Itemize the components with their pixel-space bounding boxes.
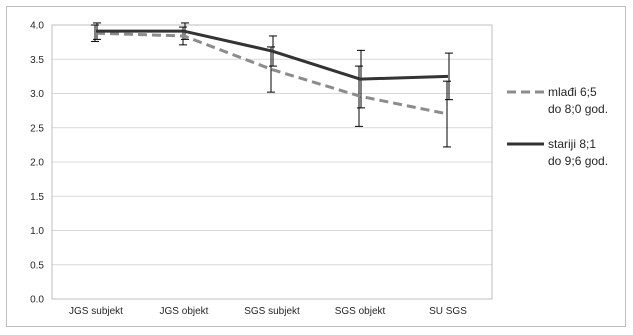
plot-area-border bbox=[51, 24, 493, 300]
x-tick-label-0: JGS subjekt bbox=[69, 306, 123, 317]
y-tick-label-1: 0.5 bbox=[30, 260, 44, 271]
series-lines bbox=[95, 29, 449, 116]
legend-label-younger-line1: mlađi 6;5 bbox=[548, 85, 597, 99]
y-tick-label-3: 1.5 bbox=[30, 192, 44, 203]
y-axis-ticks: 0.0 0.5 1.0 1.5 2.0 2.5 3.0 3.5 4.0 bbox=[30, 21, 44, 306]
series-line-0 bbox=[95, 31, 449, 116]
y-tick-label-5: 2.5 bbox=[30, 123, 44, 134]
y-tick-label-4: 2.0 bbox=[30, 158, 44, 169]
y-tick-label-8: 4.0 bbox=[30, 21, 44, 32]
legend-label-younger-line2: do 8;0 god. bbox=[548, 102, 608, 116]
legend: mlađi 6;5 do 8;0 god. stariji 8;1 do 9;6… bbox=[507, 85, 608, 168]
x-tick-label-1: JGS objekt bbox=[160, 306, 209, 317]
y-tick-label-6: 3.0 bbox=[30, 89, 44, 100]
x-tick-label-3: SGS objekt bbox=[335, 306, 386, 317]
error-bars bbox=[91, 22, 453, 148]
x-tick-label-2: SGS subjekt bbox=[244, 306, 300, 317]
x-axis-ticks: JGS subjekt JGS objekt SGS subjekt SGS obje… bbox=[69, 306, 467, 317]
x-tick-label-4: SU SGS bbox=[429, 306, 467, 317]
y-tick-label-7: 3.5 bbox=[30, 55, 44, 66]
legend-label-older-line2: do 9;6 god. bbox=[548, 154, 608, 168]
y-tick-label-2: 1.0 bbox=[30, 226, 44, 237]
legend-label-older-line1: stariji 8;1 bbox=[548, 137, 596, 151]
y-tick-label-0: 0.0 bbox=[30, 295, 44, 306]
series-line-1 bbox=[96, 29, 449, 81]
